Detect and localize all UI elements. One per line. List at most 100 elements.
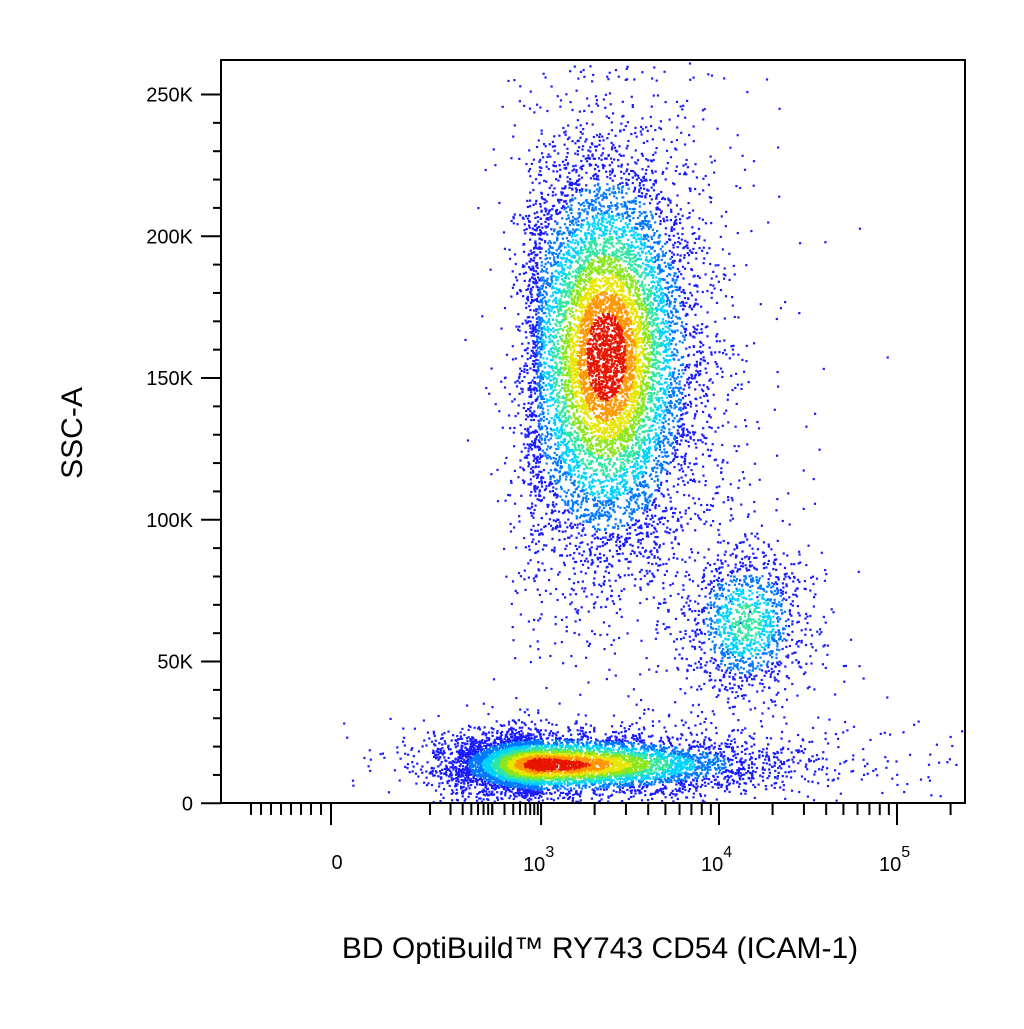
event-dot <box>564 318 568 321</box>
event-dot <box>558 252 561 255</box>
event-dot <box>550 279 554 282</box>
event-dot <box>765 78 769 81</box>
event-dot <box>566 554 569 557</box>
event-dot <box>644 549 648 552</box>
event-dot <box>683 254 686 257</box>
event-dot <box>605 360 608 364</box>
event-dot <box>575 169 578 172</box>
event-dot <box>555 301 558 304</box>
event-dot <box>614 351 617 355</box>
event-dot <box>611 146 614 149</box>
event-dot <box>666 161 669 165</box>
event-dot <box>567 327 570 330</box>
event-dot <box>638 369 641 372</box>
event-dot <box>530 533 533 536</box>
event-dot <box>600 271 603 274</box>
event-dot <box>538 427 541 430</box>
event-dot <box>633 188 636 191</box>
event-dot <box>592 358 596 361</box>
event-dot <box>651 324 654 328</box>
event-dot <box>523 365 526 368</box>
event-dot <box>594 444 597 447</box>
event-dot <box>632 451 636 455</box>
event-dot <box>531 363 534 366</box>
event-dot <box>702 359 705 362</box>
event-dot <box>665 167 668 170</box>
event-dot <box>659 337 662 340</box>
event-dot <box>540 475 543 479</box>
event-dot <box>575 463 578 466</box>
event-dot <box>584 328 587 331</box>
event-dot <box>746 515 750 518</box>
event-dot <box>658 380 661 383</box>
event-dot <box>675 405 678 408</box>
event-dot <box>526 358 529 361</box>
event-dot <box>586 389 589 392</box>
event-dot <box>609 103 612 106</box>
event-dot <box>637 233 640 236</box>
event-dot <box>526 372 529 375</box>
event-dot <box>559 226 562 229</box>
event-dot <box>527 483 530 486</box>
event-dot <box>615 349 618 352</box>
event-dot <box>565 257 568 260</box>
event-dot <box>637 194 640 198</box>
event-dot <box>635 412 638 415</box>
event-dot <box>549 262 552 265</box>
event-dot <box>628 371 632 374</box>
event-dot <box>547 471 550 474</box>
event-dot <box>709 378 712 381</box>
event-dot <box>675 148 678 151</box>
event-dot <box>527 562 530 565</box>
event-dot <box>555 381 558 384</box>
event-dot <box>577 269 580 272</box>
event-dot <box>736 232 739 235</box>
event-dot <box>583 344 586 347</box>
event-dot <box>658 464 661 467</box>
event-dot <box>665 396 669 399</box>
event-dot <box>613 369 616 372</box>
event-dot <box>532 369 535 372</box>
event-dot <box>684 394 687 398</box>
event-dot <box>563 167 566 170</box>
event-dot <box>554 388 557 391</box>
event-dot <box>692 170 695 173</box>
event-dot <box>612 296 615 299</box>
event-dot <box>564 547 567 550</box>
event-dot <box>654 428 657 431</box>
event-dot <box>602 293 605 296</box>
event-dot <box>822 367 825 370</box>
event-dot <box>625 540 628 543</box>
event-dot <box>587 228 590 231</box>
event-dot <box>569 291 572 294</box>
event-dot <box>682 334 685 337</box>
event-dot <box>607 258 610 262</box>
event-dot <box>537 173 541 176</box>
event-dot <box>664 304 667 307</box>
event-dot <box>602 313 605 316</box>
event-dot <box>574 544 577 547</box>
event-dot <box>574 275 577 278</box>
event-dot <box>634 480 637 483</box>
event-dot <box>548 335 551 339</box>
event-dot <box>543 347 546 350</box>
event-dot <box>675 382 678 385</box>
event-dot <box>618 402 621 405</box>
event-dot <box>612 535 615 538</box>
event-dot <box>546 505 549 508</box>
event-dot <box>611 444 614 447</box>
event-dot <box>621 281 624 284</box>
event-dot <box>609 424 612 427</box>
event-dot <box>661 306 664 309</box>
event-dot <box>691 226 694 229</box>
event-dot <box>638 190 641 193</box>
event-dot <box>564 361 567 364</box>
event-dot <box>588 312 591 316</box>
event-dot <box>546 109 549 113</box>
event-dot <box>619 275 622 278</box>
event-dot <box>668 305 671 308</box>
event-dot <box>656 294 659 297</box>
event-dot <box>708 426 711 429</box>
event-dot <box>736 134 739 137</box>
event-dot <box>667 197 670 200</box>
